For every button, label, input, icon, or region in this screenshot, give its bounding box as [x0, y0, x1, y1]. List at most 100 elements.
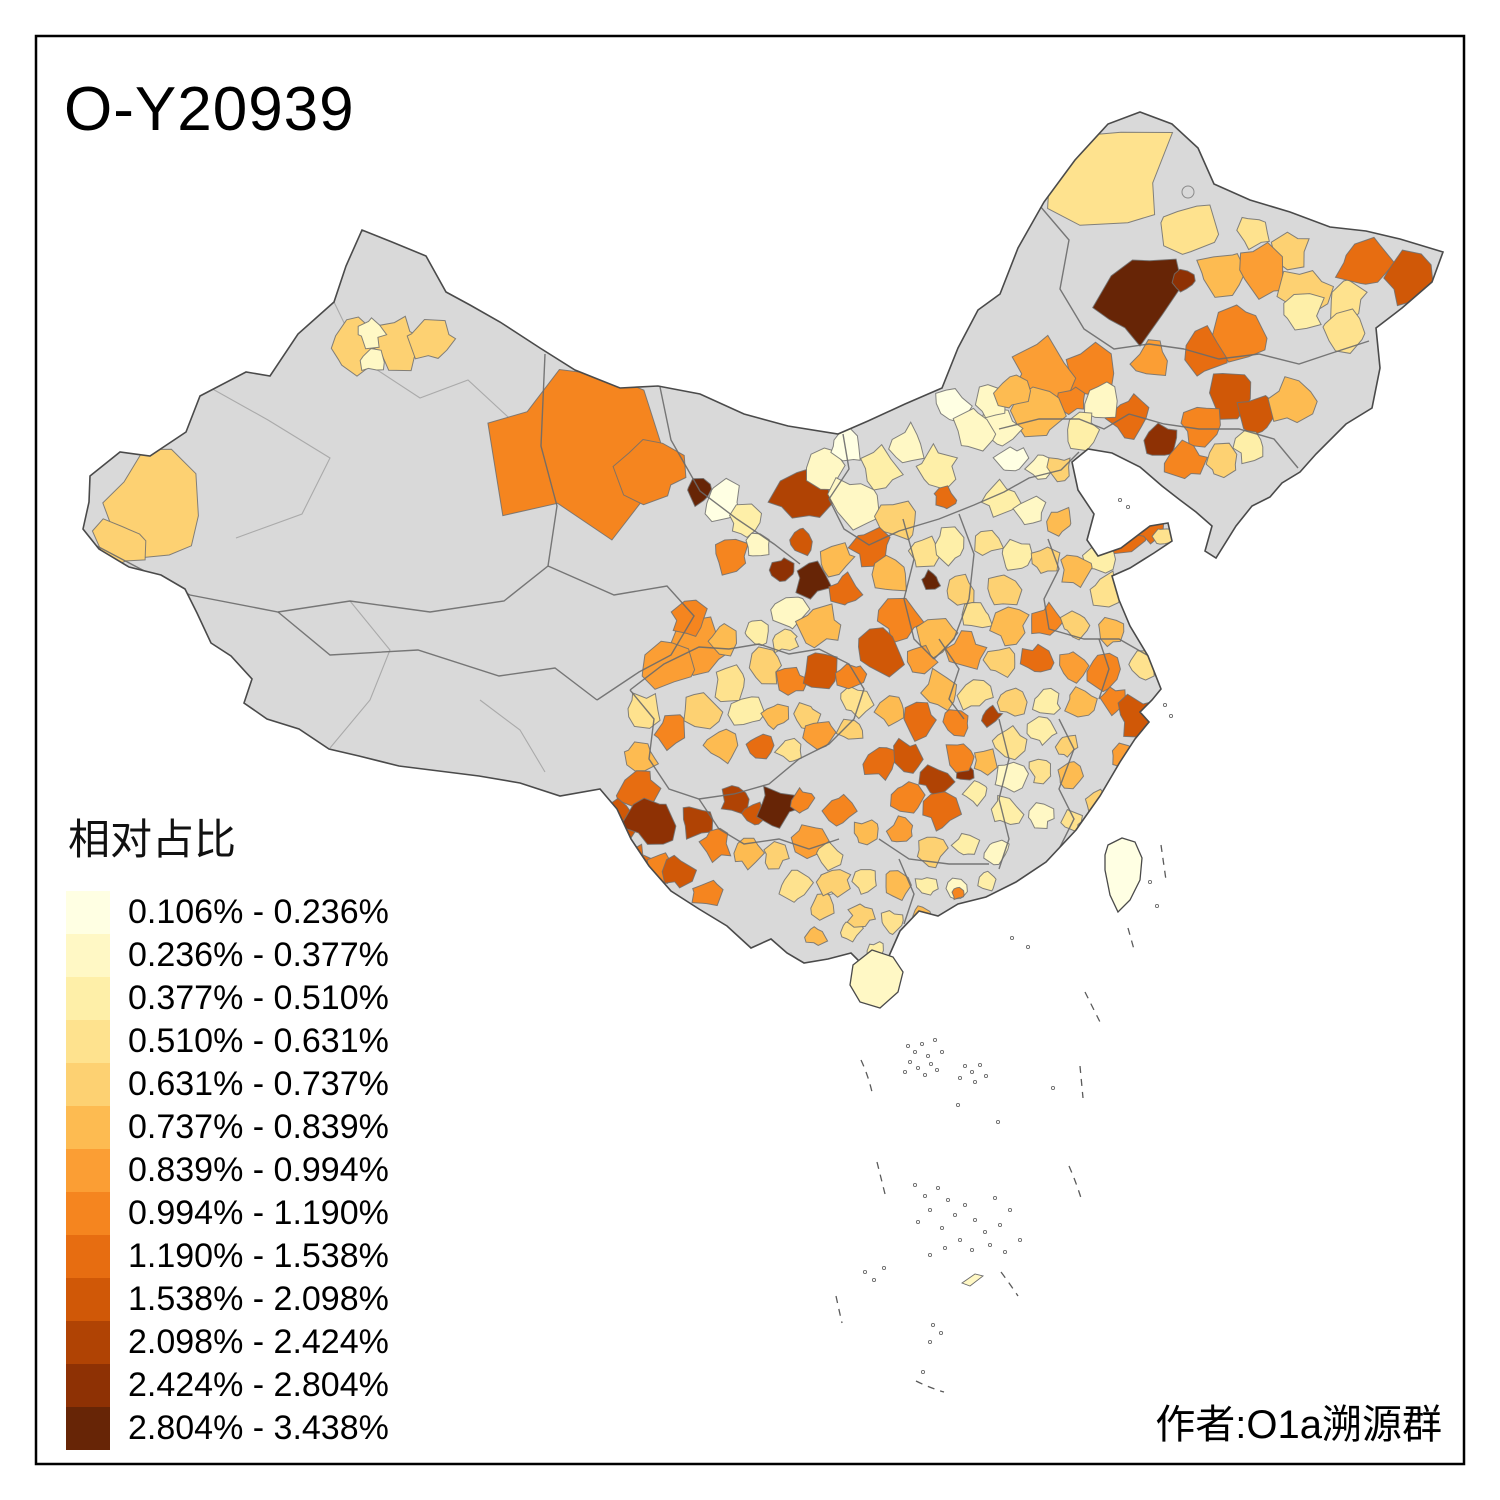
- map-region-patch: [974, 529, 1005, 556]
- map-region-patch: [873, 695, 905, 727]
- map-region-patch: [821, 793, 858, 827]
- map-region-patch: [795, 560, 833, 600]
- map-region-patch: [770, 596, 811, 630]
- nine-dash-line-segment: [915, 1380, 945, 1393]
- map-region-patch: [828, 571, 864, 606]
- map-region-patch: [982, 646, 1016, 679]
- map-region-patch: [851, 869, 877, 895]
- plot-frame: [34, 34, 1466, 1466]
- map-region-patch: [815, 869, 852, 898]
- map-region-patch: [914, 877, 939, 896]
- legend-label: 0.377% - 0.510%: [128, 979, 389, 1017]
- map-region-patch: [1059, 651, 1090, 684]
- map-region-patch: [778, 869, 815, 903]
- nine-dash-line-segment: [1068, 1165, 1082, 1199]
- island-dot: [969, 1247, 975, 1253]
- island-dot: [1168, 713, 1174, 719]
- map-region-patch: [1143, 422, 1178, 456]
- map-region-patch: [1060, 554, 1093, 589]
- map-region-patch: [682, 806, 714, 840]
- province-border-line: [938, 638, 965, 720]
- map-region-patch: [760, 703, 790, 731]
- province-border-line: [698, 798, 840, 850]
- map-region-patch: [1046, 506, 1072, 537]
- legend-row: 0.631% - 0.737%: [66, 1063, 389, 1106]
- map-region-patch: [727, 696, 766, 726]
- map-region-patch: [1059, 610, 1091, 641]
- island-dot: [1162, 702, 1168, 708]
- map-region-patch: [996, 687, 1028, 717]
- legend-row: 2.098% - 2.424%: [66, 1321, 389, 1364]
- map-region-patch: [768, 557, 795, 583]
- island-dot: [915, 1065, 921, 1071]
- island-dot: [1007, 1207, 1013, 1213]
- legend-label: 0.236% - 0.377%: [128, 936, 389, 974]
- island-dot: [927, 1252, 933, 1258]
- legend-row: 1.538% - 2.098%: [66, 1278, 389, 1321]
- lake-speck: [1181, 185, 1195, 199]
- map-region-patch: [1283, 293, 1325, 331]
- prefecture-border-line: [329, 600, 391, 749]
- map-region-patch: [906, 644, 939, 675]
- map-region-patch: [687, 477, 713, 508]
- island-dot: [939, 1225, 945, 1231]
- map-region-patch: [893, 737, 924, 774]
- map-region-patch: [653, 714, 686, 752]
- map-region-patch: [733, 837, 766, 871]
- legend-row: 0.994% - 1.190%: [66, 1192, 389, 1235]
- legend-title: 相对占比: [68, 816, 237, 863]
- map-region-patch: [921, 569, 942, 591]
- map-region-patch: [744, 619, 769, 647]
- island-dot: [927, 1207, 933, 1213]
- map-region-patch: [1019, 643, 1055, 673]
- province-border-line: [998, 718, 1010, 870]
- province-border-line: [1098, 638, 1110, 700]
- legend-label: 0.737% - 0.839%: [128, 1108, 389, 1146]
- map-region-patch: [1031, 687, 1062, 715]
- map-region-patch: [961, 601, 994, 629]
- island-dot: [935, 1185, 941, 1191]
- map-region-patch: [873, 500, 917, 541]
- map-region-patch: [922, 791, 963, 832]
- map-region-patch: [1086, 652, 1121, 693]
- island-dot: [939, 1049, 945, 1055]
- province-border-line: [898, 858, 915, 925]
- map-region-patch: [846, 903, 877, 928]
- map-region-patch: [745, 733, 775, 760]
- island-dot: [902, 1069, 908, 1075]
- map-region-patch: [1171, 268, 1196, 293]
- map-region-patch: [748, 646, 783, 685]
- map-region-patch: [756, 785, 799, 829]
- island-dot: [1147, 879, 1153, 885]
- nine-dash-line-segment: [1127, 927, 1136, 954]
- map-region-patch: [961, 780, 988, 807]
- island-dot: [1125, 504, 1131, 510]
- map-region-patch: [889, 781, 926, 814]
- province-border-line: [277, 611, 598, 701]
- map-region-patch: [691, 879, 724, 907]
- map-region-patch: [1064, 686, 1098, 718]
- map-region-patch: [840, 685, 875, 720]
- legend-row: 0.839% - 0.994%: [66, 1149, 389, 1192]
- legend-swatch: [66, 1235, 110, 1278]
- legend-swatch: [66, 1020, 110, 1063]
- island-dot: [1117, 497, 1123, 503]
- island-dot: [907, 1059, 913, 1065]
- map-region-patch: [885, 870, 912, 902]
- legend-row: 0.377% - 0.510%: [66, 977, 389, 1020]
- map-region-patch: [804, 926, 829, 946]
- map-region-patch: [789, 527, 813, 557]
- map-region-patch: [830, 426, 861, 462]
- legend-label: 0.994% - 1.190%: [128, 1194, 389, 1232]
- island-dot: [927, 1339, 933, 1345]
- island-dot: [997, 1222, 1003, 1228]
- legend-label: 0.839% - 0.994%: [128, 1151, 389, 1189]
- province-border-line: [1058, 718, 1075, 850]
- map-region-patch: [991, 725, 1028, 761]
- map-region-patch: [683, 692, 724, 730]
- map-region-patch: [989, 606, 1030, 647]
- map-region-patch: [789, 786, 816, 814]
- map-region-patch: [859, 443, 904, 491]
- island-dot: [881, 1265, 887, 1271]
- map-region-patch: [1092, 258, 1183, 347]
